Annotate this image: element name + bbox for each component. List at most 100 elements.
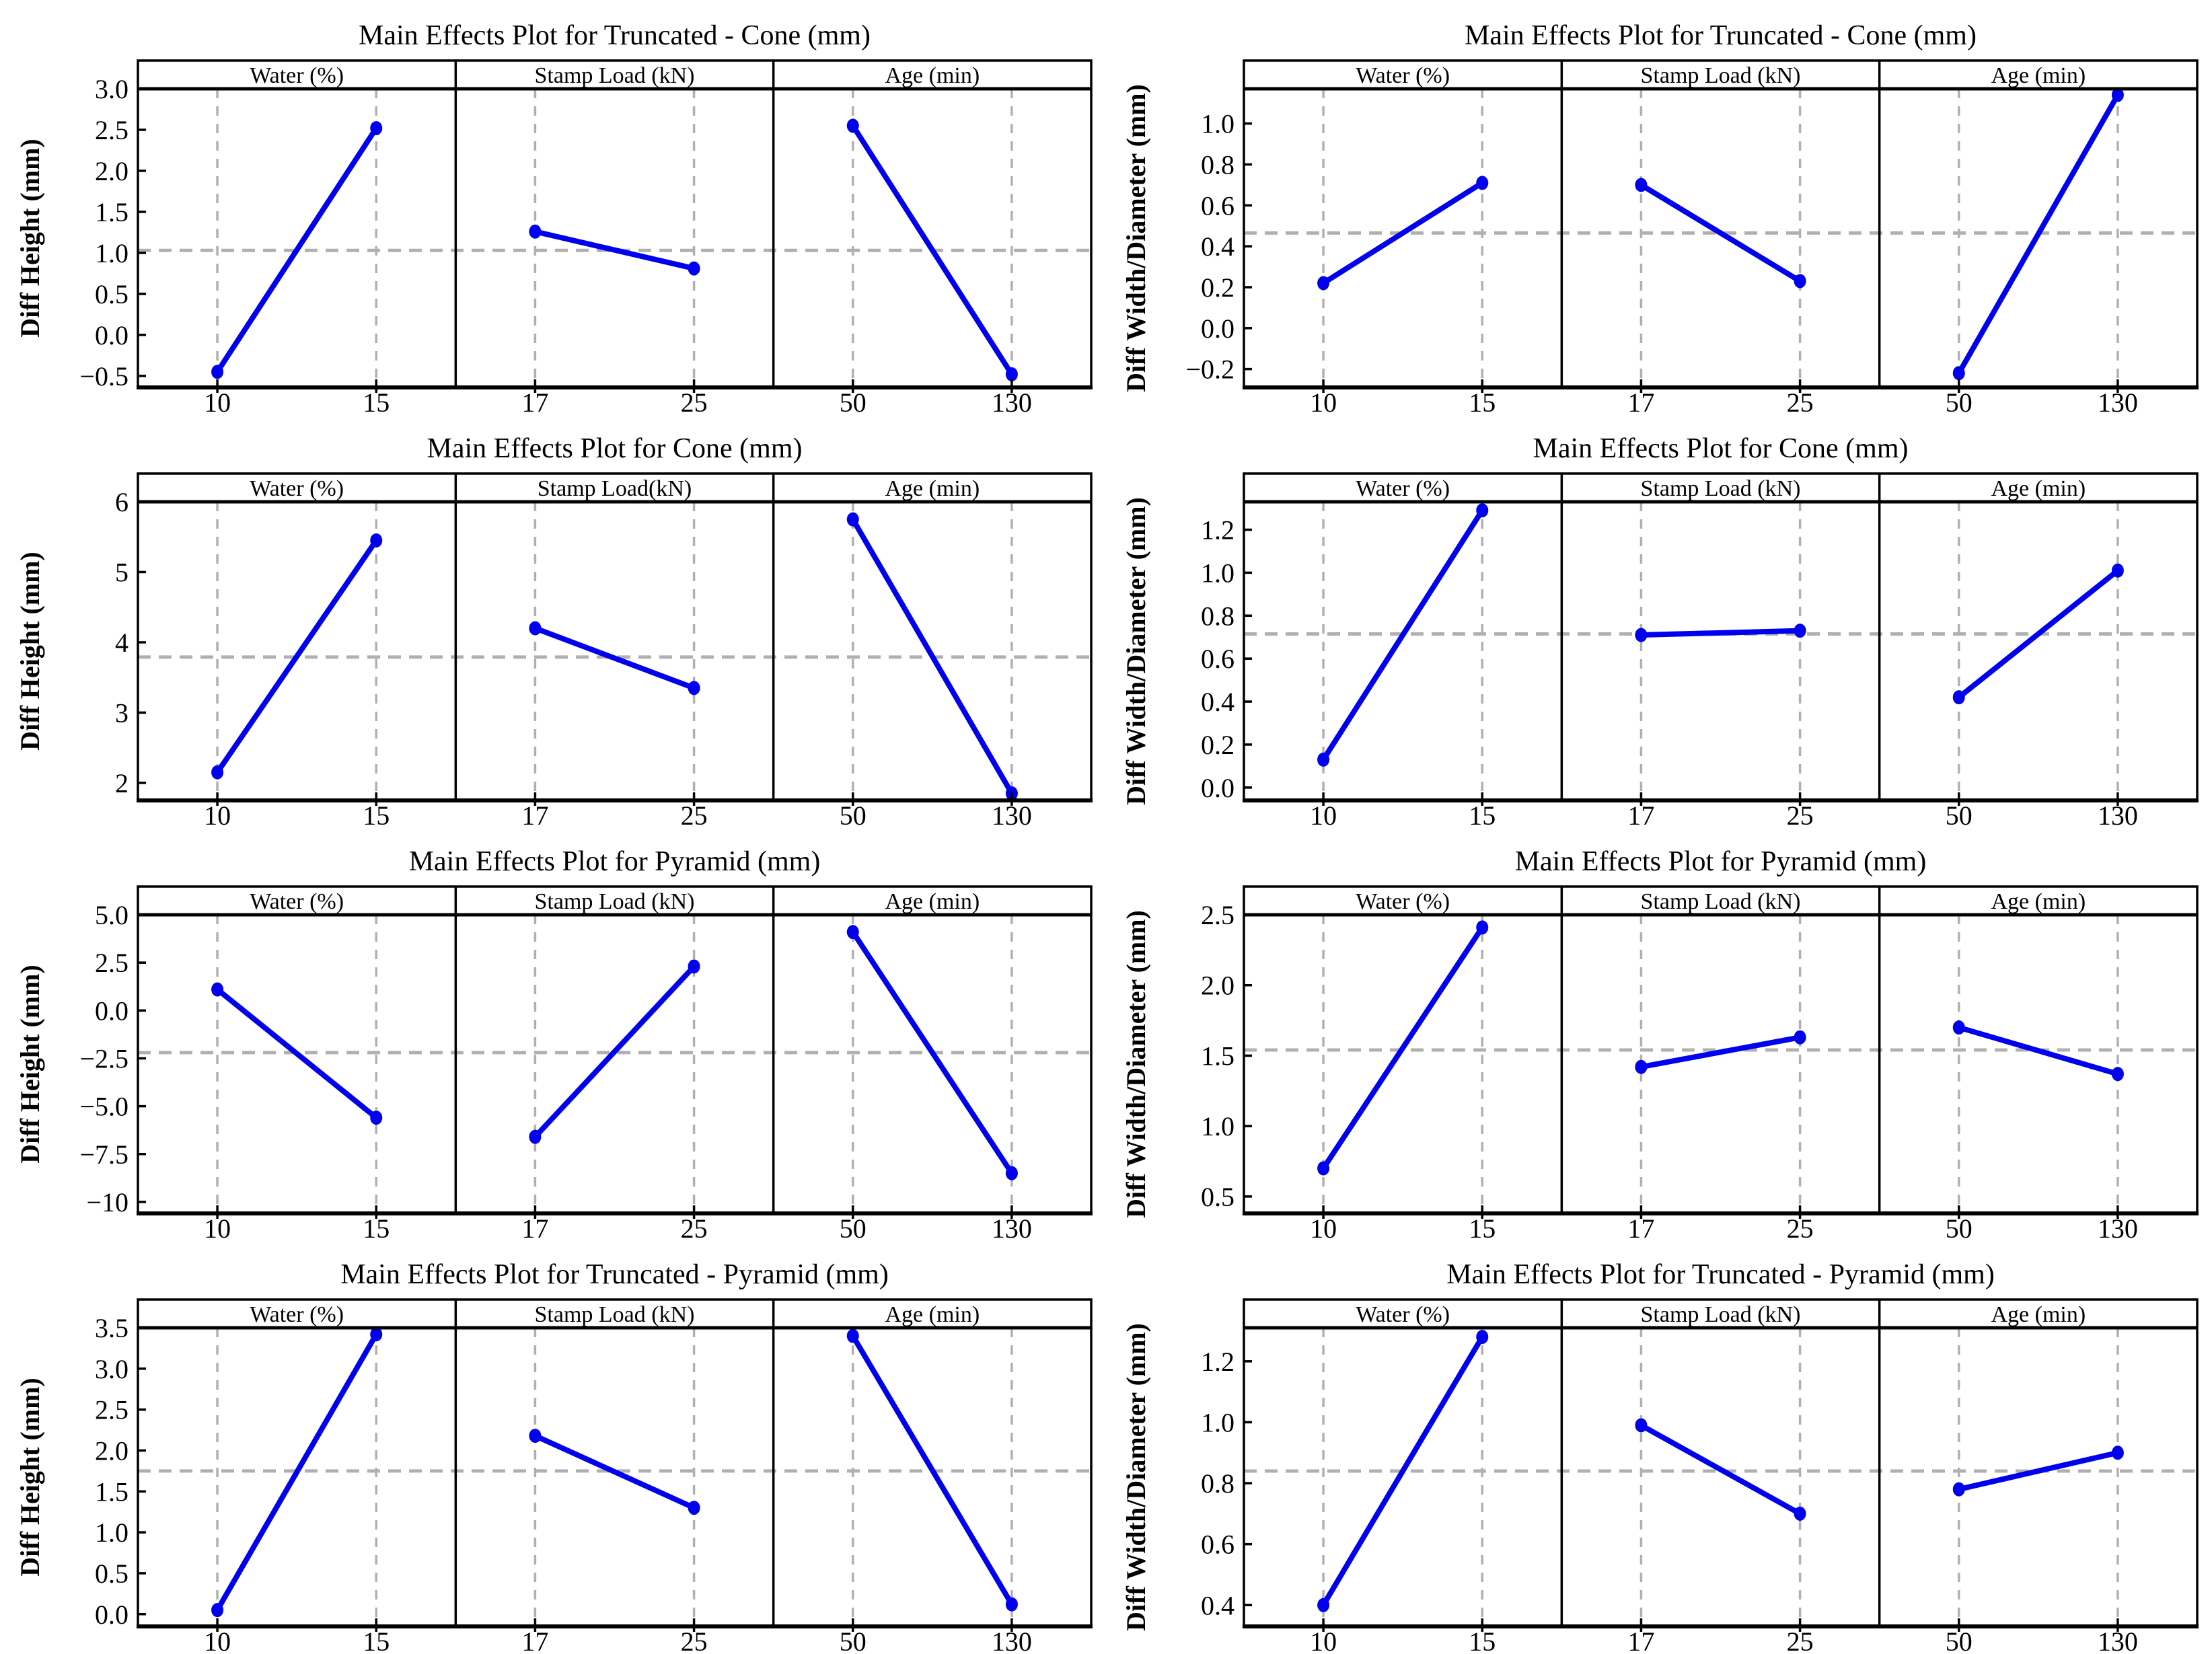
y-axis-label: Diff Width/Diameter (mm): [1121, 497, 1151, 805]
panel-header: Water (%): [1356, 476, 1450, 501]
y-tick-label: 1.0: [95, 1517, 128, 1548]
panel-header: Stamp Load (kN): [535, 1302, 695, 1327]
chart-truncated-pyramid-diff-height: Main Effects Plot for Truncated - Pyrami…: [0, 1239, 1106, 1652]
plot-frame: [137, 472, 1093, 802]
y-tick-label: −2.5: [79, 1043, 128, 1074]
y-axis-label: Diff Width/Diameter (mm): [1121, 84, 1151, 392]
panel-header: Age (min): [885, 889, 980, 914]
y-tick-label: 1.5: [95, 197, 128, 227]
y-tick-label: 2.0: [95, 1435, 128, 1466]
y-tick-label: 2.5: [1201, 900, 1234, 930]
data-point: [529, 224, 542, 239]
x-tick-label: 25: [1787, 800, 1814, 826]
x-tick-label: 25: [681, 1626, 708, 1652]
chart-truncated-pyramid-diff-width-diameter: Main Effects Plot for Truncated - Pyrami…: [1106, 1239, 2212, 1652]
y-axis-label: Diff Height (mm): [15, 965, 45, 1163]
panel-header: Stamp Load (kN): [535, 889, 695, 914]
plot-frame: [1243, 1298, 2199, 1628]
y-tick-label: 1.0: [1201, 558, 1234, 588]
x-tick-label: 17: [1627, 800, 1654, 826]
data-point: [211, 365, 224, 379]
x-tick-label: 50: [840, 1626, 867, 1652]
x-tick-label: 130: [2098, 800, 2138, 826]
x-tick-label: 130: [992, 800, 1032, 826]
x-tick-label: 50: [1946, 800, 1973, 826]
x-tick-label: 10: [1310, 387, 1337, 413]
data-point: [1317, 1597, 1330, 1612]
panel-header: Water (%): [250, 476, 344, 501]
data-point: [1317, 752, 1330, 767]
x-tick-label: 25: [1787, 387, 1814, 413]
chart-title: Main Effects Plot for Truncated - Cone (…: [359, 20, 871, 51]
panel-header: Water (%): [250, 1302, 344, 1327]
y-tick-label: 4: [115, 628, 128, 658]
data-point: [370, 533, 383, 548]
y-tick-label: 0.8: [1201, 150, 1234, 180]
chart-svg: Main Effects Plot for Cone (mm) Diff Widt…: [1121, 433, 2199, 826]
x-tick-label: 15: [1469, 1626, 1496, 1652]
panel-header: Age (min): [885, 476, 980, 501]
x-tick-label: 50: [1946, 1213, 1973, 1239]
data-point: [1794, 1506, 1806, 1521]
y-tick-label: 3.0: [95, 1354, 128, 1384]
chart-svg: Main Effects Plot for Truncated - Cone (…: [15, 20, 1093, 413]
data-point: [1794, 274, 1806, 289]
data-point: [1005, 1597, 1018, 1612]
y-tick-label: 3.0: [95, 74, 128, 104]
x-tick-label: 17: [521, 1626, 548, 1652]
x-tick-label: 15: [363, 1626, 390, 1652]
y-tick-label: 1.0: [95, 238, 128, 268]
y-tick-label: 0.0: [95, 1600, 128, 1630]
y-tick-label: 0.6: [1201, 190, 1234, 221]
data-point: [1005, 367, 1018, 381]
x-tick-label: 15: [363, 1213, 390, 1239]
effect-line: [532, 963, 697, 1140]
chart-svg: Main Effects Plot for Cone (mm) Diff Heig…: [15, 433, 1093, 826]
panel-header: Stamp Load(kN): [538, 476, 692, 501]
y-tick-label: 0.0: [95, 320, 128, 350]
x-tick-label: 17: [521, 1213, 548, 1239]
y-tick-label: 5.0: [95, 900, 128, 930]
data-point: [688, 1501, 700, 1515]
effect-line: [532, 626, 697, 691]
x-tick-label: 15: [1469, 387, 1496, 413]
y-tick-label: 1.0: [1201, 1407, 1234, 1437]
panel-header: Age (min): [1991, 476, 2086, 501]
x-tick-label: 10: [204, 1626, 231, 1652]
effect-line: [1638, 182, 1803, 284]
y-tick-label: 1.2: [1201, 1347, 1234, 1377]
data-point: [1635, 178, 1648, 192]
chart-title: Main Effects Plot for Pyramid (mm): [409, 846, 821, 877]
chart-svg: Main Effects Plot for Truncated - Pyrami…: [15, 1259, 1093, 1652]
data-point: [529, 1429, 542, 1443]
panel-header: Water (%): [1356, 63, 1450, 88]
chart-title: Main Effects Plot for Truncated - Pyrami…: [340, 1259, 889, 1290]
y-axis-label: Diff Width/Diameter (mm): [1121, 910, 1151, 1218]
data-point: [1635, 628, 1648, 642]
data-point: [1635, 1059, 1648, 1074]
data-point: [1476, 503, 1489, 518]
x-tick-label: 10: [204, 387, 231, 413]
data-point: [1476, 920, 1489, 935]
effect-line: [850, 517, 1015, 796]
chart-svg: Main Effects Plot for Truncated - Cone (…: [1121, 20, 2199, 413]
panel-header: Stamp Load (kN): [535, 63, 695, 88]
data-point: [1476, 1330, 1489, 1345]
x-tick-label: 17: [1627, 1626, 1654, 1652]
y-tick-label: −5.0: [79, 1092, 128, 1122]
data-point: [370, 1327, 383, 1342]
panel-header: Water (%): [1356, 1302, 1450, 1327]
data-point: [688, 681, 700, 696]
y-tick-label: 3: [115, 698, 128, 728]
effect-line: [1956, 92, 2121, 376]
data-point: [370, 121, 383, 136]
panel-header: Age (min): [1991, 63, 2086, 88]
y-tick-label: 0.2: [1201, 730, 1234, 760]
x-tick-label: 130: [992, 1213, 1032, 1239]
effect-line: [850, 1333, 1015, 1608]
y-tick-label: 1.5: [95, 1476, 128, 1507]
effect-line: [215, 1331, 379, 1613]
panel-header: Water (%): [250, 63, 344, 88]
y-tick-label: −0.2: [1185, 354, 1234, 385]
